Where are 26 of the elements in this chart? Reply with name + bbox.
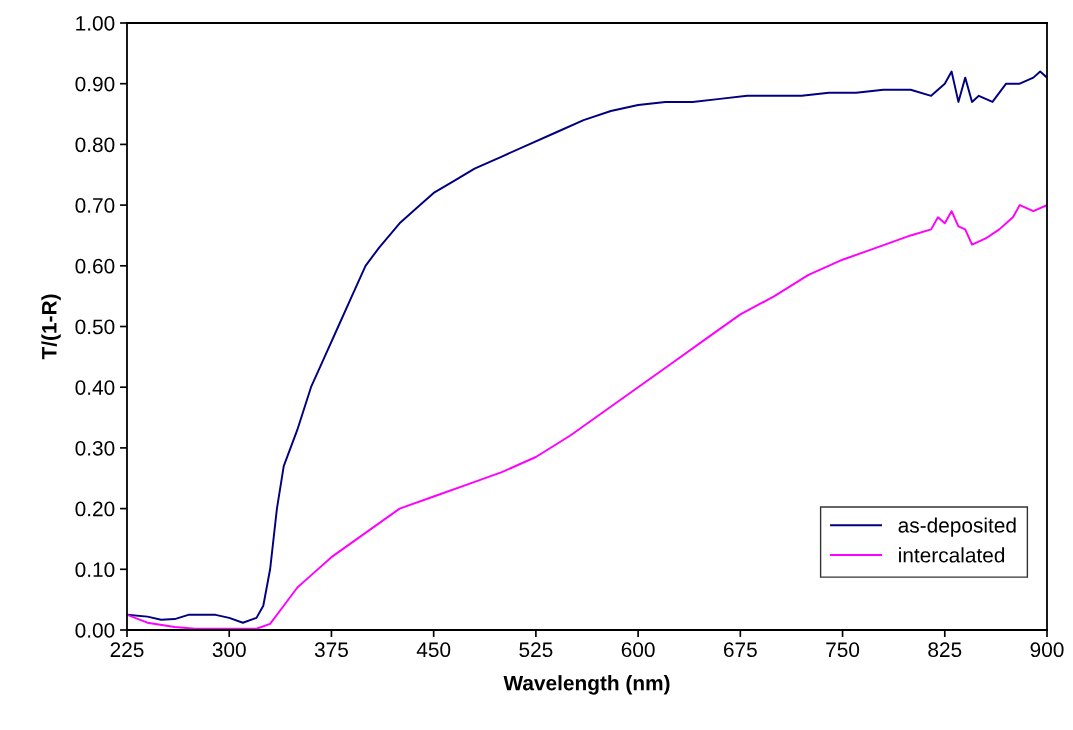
x-tick-label: 225	[110, 642, 144, 658]
y-axis-title: T/(1-R)	[41, 294, 61, 360]
x-tick-label: 450	[416, 642, 451, 658]
x-tick-label: 900	[1030, 642, 1064, 658]
x-tick-label: 300	[212, 642, 246, 658]
y-tick-label: 0.70	[75, 198, 115, 213]
y-tick-label: 0.00	[75, 623, 115, 638]
line-series	[127, 70, 1047, 624]
x-tick-label: 600	[621, 642, 655, 658]
x-tick-label: 750	[826, 642, 860, 658]
legend-label: as-deposited	[898, 517, 1016, 537]
y-tick-label: 0.30	[75, 440, 115, 456]
y-tick-label: 0.50	[75, 319, 115, 335]
y-tick-label: 0.60	[75, 258, 115, 274]
x-tick-label: 675	[724, 642, 757, 658]
x-tick-label: 525	[519, 642, 553, 658]
x-tick-label: 375	[314, 642, 348, 658]
y-tick-label: 0.40	[75, 380, 115, 395]
x-tick-label: 825	[928, 642, 962, 658]
y-tick-label: 1.00	[76, 16, 115, 31]
y-tick-label: 0.90	[75, 76, 115, 92]
y-tick-label: 0.10	[75, 562, 115, 578]
y-tick-label: 0.80	[75, 137, 115, 153]
x-axis-title: Wavelength (nm)	[503, 675, 670, 695]
legend-label: intercalated	[899, 547, 1005, 563]
y-tick-label: 0.20	[75, 501, 115, 517]
